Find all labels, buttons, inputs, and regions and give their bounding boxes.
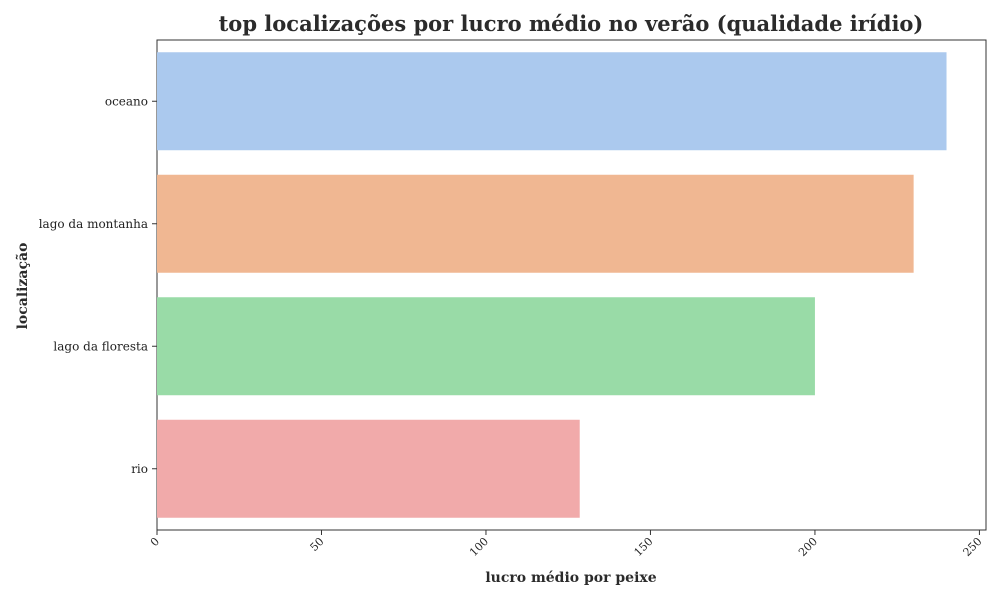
x-axis-ticks: 0 50 100 150 200 250 — [148, 530, 985, 559]
y-tick-label: lago da montanha — [39, 217, 148, 231]
plot-frame — [156, 39, 987, 531]
plot-border — [156, 39, 987, 531]
chart-title: top localizações por lucro médio no verã… — [219, 11, 924, 36]
bar-oceano — [157, 52, 947, 151]
x-axis-label: lucro médio por peixe — [485, 570, 656, 586]
bars — [157, 52, 947, 518]
bar-rio — [157, 419, 580, 518]
y-tick-label: rio — [131, 462, 148, 476]
x-tick-label: 200 — [796, 535, 820, 559]
x-tick-label: 50 — [308, 535, 327, 554]
x-tick-label: 0 — [148, 535, 162, 549]
x-tick-label: 250 — [961, 535, 985, 559]
y-tick-label: lago da floresta — [53, 339, 148, 353]
x-tick-label: 100 — [467, 535, 491, 559]
y-axis-ticks: oceano lago da montanha lago da floresta ri… — [39, 94, 157, 476]
x-tick-label: 150 — [632, 535, 656, 559]
bar-lago-da-montanha — [157, 174, 914, 273]
y-tick-label: oceano — [105, 94, 148, 108]
bar-lago-da-floresta — [157, 297, 815, 396]
y-axis-label: localização — [14, 243, 31, 330]
